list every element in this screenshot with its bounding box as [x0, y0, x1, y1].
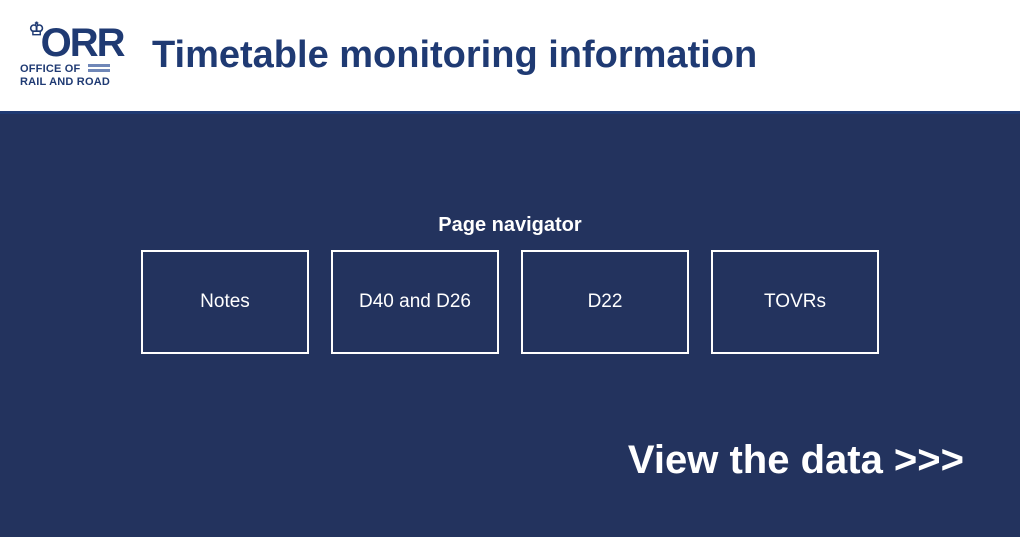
header: ♔ ORR OFFICE OF RAIL AND ROAD Timetable …: [0, 0, 1020, 114]
nav-button-d22[interactable]: D22: [521, 250, 689, 354]
nav-button-label: TOVRs: [764, 291, 826, 313]
crown-icon: ♔: [28, 20, 42, 38]
nav-button-label: Notes: [200, 291, 250, 313]
logo-mark: ♔ ORR: [28, 23, 123, 63]
orr-logo: ♔ ORR OFFICE OF RAIL AND ROAD: [0, 23, 138, 88]
nav-button-label: D40 and D26: [359, 291, 471, 313]
view-data-link[interactable]: View the data >>>: [628, 438, 964, 483]
nav-button-d40-d26[interactable]: D40 and D26: [331, 250, 499, 354]
navigator-row: Notes D40 and D26 D22 TOVRs: [0, 250, 1020, 354]
navigator-label: Page navigator: [0, 214, 1020, 237]
logo-text: ORR: [41, 23, 124, 63]
logo-subtext: OFFICE OF RAIL AND ROAD: [20, 63, 132, 88]
logo-bars-icon: [88, 64, 110, 74]
body: Page navigator Notes D40 and D26 D22 TOV…: [0, 114, 1020, 537]
nav-button-notes[interactable]: Notes: [141, 250, 309, 354]
page-root: ♔ ORR OFFICE OF RAIL AND ROAD Timetable …: [0, 0, 1020, 537]
logo-sub-line1: OFFICE OF: [20, 63, 80, 75]
nav-button-tovrs[interactable]: TOVRs: [711, 250, 879, 354]
page-title: Timetable monitoring information: [152, 34, 757, 77]
nav-button-label: D22: [588, 291, 623, 313]
logo-sub-line2: RAIL AND ROAD: [20, 76, 110, 88]
